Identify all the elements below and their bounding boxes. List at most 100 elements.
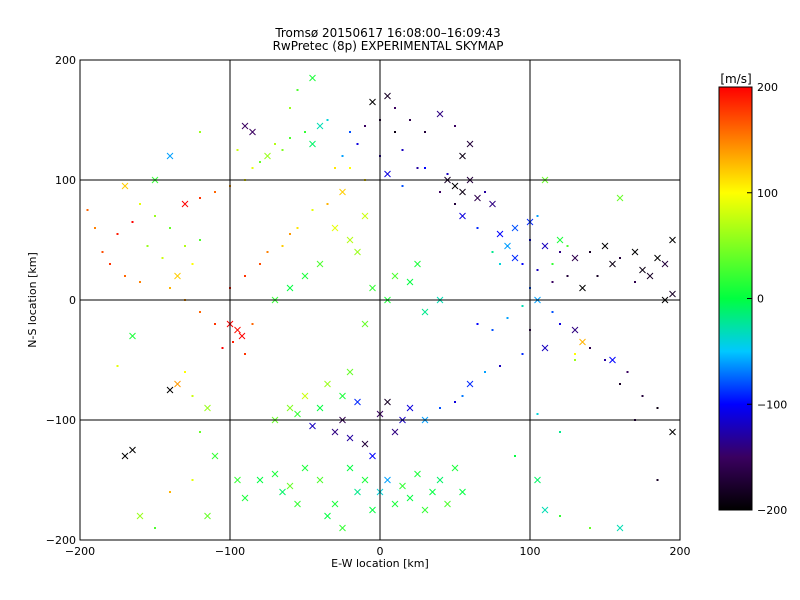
scatter-point-cross <box>331 428 339 436</box>
scatter-point-dot <box>311 209 314 211</box>
scatter-point-cross <box>391 428 399 436</box>
scatter-point-dot <box>289 233 291 235</box>
x-tick-label: −100 <box>215 545 245 558</box>
scatter-point-cross <box>384 92 391 100</box>
scatter-point-cross <box>459 152 466 160</box>
scatter-point-cross <box>384 170 391 178</box>
scatter-point-cross <box>331 224 339 232</box>
scatter-point-dot <box>589 527 591 529</box>
scatter-point-cross <box>279 488 286 496</box>
scatter-point-dot <box>439 407 441 409</box>
scatter-point-cross <box>511 254 519 262</box>
scatter-point-cross <box>459 488 466 496</box>
scatter-point-cross <box>309 140 316 148</box>
scatter-point-dot <box>551 311 554 313</box>
scatter-point-cross <box>324 380 331 388</box>
scatter-point-cross <box>286 284 294 292</box>
scatter-point-cross <box>556 236 564 244</box>
scatter-point-cross <box>234 476 241 484</box>
scatter-point-dot <box>484 371 486 373</box>
scatter-point-cross <box>541 344 549 352</box>
scatter-point-dot <box>401 185 404 187</box>
scatter-point-dot <box>499 365 501 367</box>
scatter-point-cross <box>301 464 309 472</box>
scatter-point-dot <box>244 275 246 277</box>
scatter-point-cross <box>129 446 136 454</box>
colorbar-tick-label: −100 <box>757 398 787 411</box>
scatter-point-cross <box>166 152 174 160</box>
scatter-point-dot <box>559 515 561 517</box>
scatter-point-dot <box>199 311 201 313</box>
scatter-point-cross <box>301 272 309 280</box>
scatter-point-dot <box>551 263 554 265</box>
scatter-point-dot <box>251 167 254 169</box>
scatter-point-cross <box>421 308 429 316</box>
scatter-point-dot <box>154 527 156 529</box>
x-tick-label: 0 <box>377 545 384 558</box>
scatter-point-dot <box>139 281 141 283</box>
scatter-point-cross <box>579 338 586 346</box>
scatter-point-cross <box>361 320 369 328</box>
scatter-point-dot <box>416 167 419 169</box>
scatter-point-cross <box>451 182 459 190</box>
scatter-point-dot <box>116 365 119 367</box>
scatter-point-dot <box>484 191 486 193</box>
scatter-point-cross <box>474 194 481 202</box>
scatter-point-dot <box>266 251 269 253</box>
scatter-point-dot <box>364 125 366 127</box>
scatter-point-cross <box>436 476 444 484</box>
scatter-point-dot <box>199 239 201 241</box>
scatter-point-cross <box>316 122 324 130</box>
scatter-point-dot <box>131 221 134 223</box>
scatter-point-dot <box>491 251 494 253</box>
scatter-point-dot <box>139 203 141 205</box>
colorbar-tick-label: 200 <box>757 81 778 94</box>
scatter-point-cross <box>286 404 294 412</box>
scatter-point-dot <box>101 251 104 253</box>
scatter-point-cross <box>316 260 324 268</box>
scatter-point-cross <box>316 404 324 412</box>
scatter-point-cross <box>669 290 676 298</box>
scatter-point-dot <box>514 455 516 457</box>
scatter-point-dot <box>446 173 449 175</box>
scatter-point-cross <box>241 494 249 502</box>
scatter-point-cross <box>609 356 616 364</box>
scatter-point-dot <box>146 245 149 247</box>
scatter-point-cross <box>309 422 316 430</box>
scatter-point-dot <box>626 371 629 373</box>
scatter-point-dot <box>124 275 126 277</box>
scatter-point-dot <box>521 305 524 307</box>
scatter-point-dot <box>536 215 539 217</box>
colorbar <box>718 86 753 511</box>
scatter-point-cross <box>511 224 519 232</box>
scatter-point-dot <box>574 359 576 361</box>
scatter-point-cross <box>354 398 361 406</box>
scatter-point-dot <box>191 395 194 397</box>
scatter-point-cross <box>421 506 429 514</box>
scatter-point-dot <box>326 203 329 205</box>
scatter-point-dot <box>191 263 194 265</box>
scatter-point-cross <box>324 512 331 520</box>
scatter-point-dot <box>214 323 216 325</box>
scatter-point-cross <box>241 122 249 130</box>
scatter-point-cross <box>129 332 136 340</box>
x-axis-ticks: −200 −100 0 100 200 <box>65 60 691 558</box>
scatter-point-cross <box>429 488 436 496</box>
scatter-point-dot <box>641 395 644 397</box>
scatter-point-dot <box>619 383 621 385</box>
scatter-point-cross <box>406 404 414 412</box>
scatter-point-cross <box>256 476 264 484</box>
scatter-point-cross <box>174 272 181 280</box>
scatter-point-dot <box>574 353 576 355</box>
scatter-point-cross <box>639 266 646 274</box>
scatter-point-dot <box>154 215 156 217</box>
scatter-point-dot <box>521 263 524 265</box>
scatter-point-cross <box>414 260 421 268</box>
scatter-point-cross <box>406 494 414 502</box>
scatter-point-dot <box>341 155 344 157</box>
scatter-point-dot <box>161 257 164 259</box>
scatter-point-cross <box>121 182 129 190</box>
scatter-point-dot <box>281 245 284 247</box>
scatter-point-cross <box>451 464 459 472</box>
scatter-point-dot <box>191 479 194 481</box>
